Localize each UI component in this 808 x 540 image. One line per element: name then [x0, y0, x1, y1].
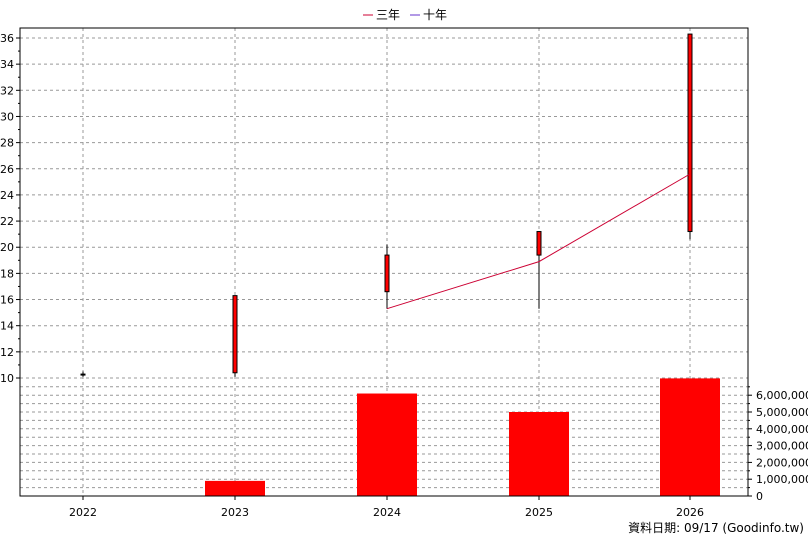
- plot-frame: [19, 27, 749, 497]
- volume-tick-label: 1,000,000: [756, 473, 808, 486]
- price-tick-label: 24: [0, 189, 14, 202]
- price-tick-label: 30: [0, 110, 14, 123]
- legend: 三年 十年: [363, 8, 447, 22]
- price-tick-label: 10: [0, 372, 14, 385]
- x-axis-ticks: 2022 2023 2024 2025 2026: [69, 496, 704, 519]
- price-axis-ticks: 10 12 14 16 18 20 22 24 26 28 30 32 34 36: [0, 32, 20, 385]
- price-tick-label: 34: [0, 58, 14, 71]
- volume-bar: [357, 393, 417, 496]
- candles: [80, 33, 693, 377]
- candle-body: [232, 295, 238, 374]
- x-tick-label: 2023: [221, 506, 249, 519]
- price-tick-label: 20: [0, 241, 14, 254]
- candle-body: [687, 33, 693, 233]
- x-tick-label: 2022: [69, 506, 97, 519]
- axes: [19, 27, 749, 497]
- candle-body: [536, 231, 542, 256]
- average-line: [386, 173, 691, 310]
- legend-label-0: 三年: [376, 8, 400, 22]
- volume-tick-label: 2,000,000: [756, 456, 808, 469]
- candle-body: [80, 373, 86, 376]
- average-lines: [386, 173, 691, 310]
- volume-bar: [660, 378, 720, 496]
- volume-axis-ticks: 0 1,000,000 2,000,000 3,000,000 4,000,000 5,0…: [748, 386, 808, 503]
- volume-tick-label: 0: [756, 490, 763, 503]
- legend-label-1: 十年: [423, 8, 447, 22]
- volume-tick-label: 4,000,000: [756, 423, 808, 436]
- candle-body: [384, 254, 390, 293]
- volume-tick-label: 5,000,000: [756, 406, 808, 419]
- price-tick-label: 16: [0, 294, 14, 307]
- price-tick-label: 36: [0, 32, 14, 45]
- x-tick-label: 2026: [676, 506, 704, 519]
- volume-tick-label: 3,000,000: [756, 440, 808, 453]
- price-tick-label: 18: [0, 267, 14, 280]
- price-tick-label: 22: [0, 215, 14, 228]
- volume-tick-label: 6,000,000: [756, 389, 808, 402]
- x-tick-label: 2024: [373, 506, 401, 519]
- price-tick-label: 12: [0, 346, 14, 359]
- volume-bar: [205, 480, 265, 496]
- volume-bar: [509, 412, 569, 496]
- price-tick-label: 26: [0, 163, 14, 176]
- footer-note: 資料日期: 09/17 (Goodinfo.tw): [628, 521, 804, 535]
- volume-grid: [20, 386, 748, 489]
- price-tick-label: 14: [0, 320, 14, 333]
- volume-bars: [205, 378, 720, 496]
- price-tick-label: 32: [0, 84, 14, 97]
- x-tick-label: 2025: [525, 506, 553, 519]
- price-tick-label: 28: [0, 137, 14, 150]
- price-grid: [20, 28, 748, 496]
